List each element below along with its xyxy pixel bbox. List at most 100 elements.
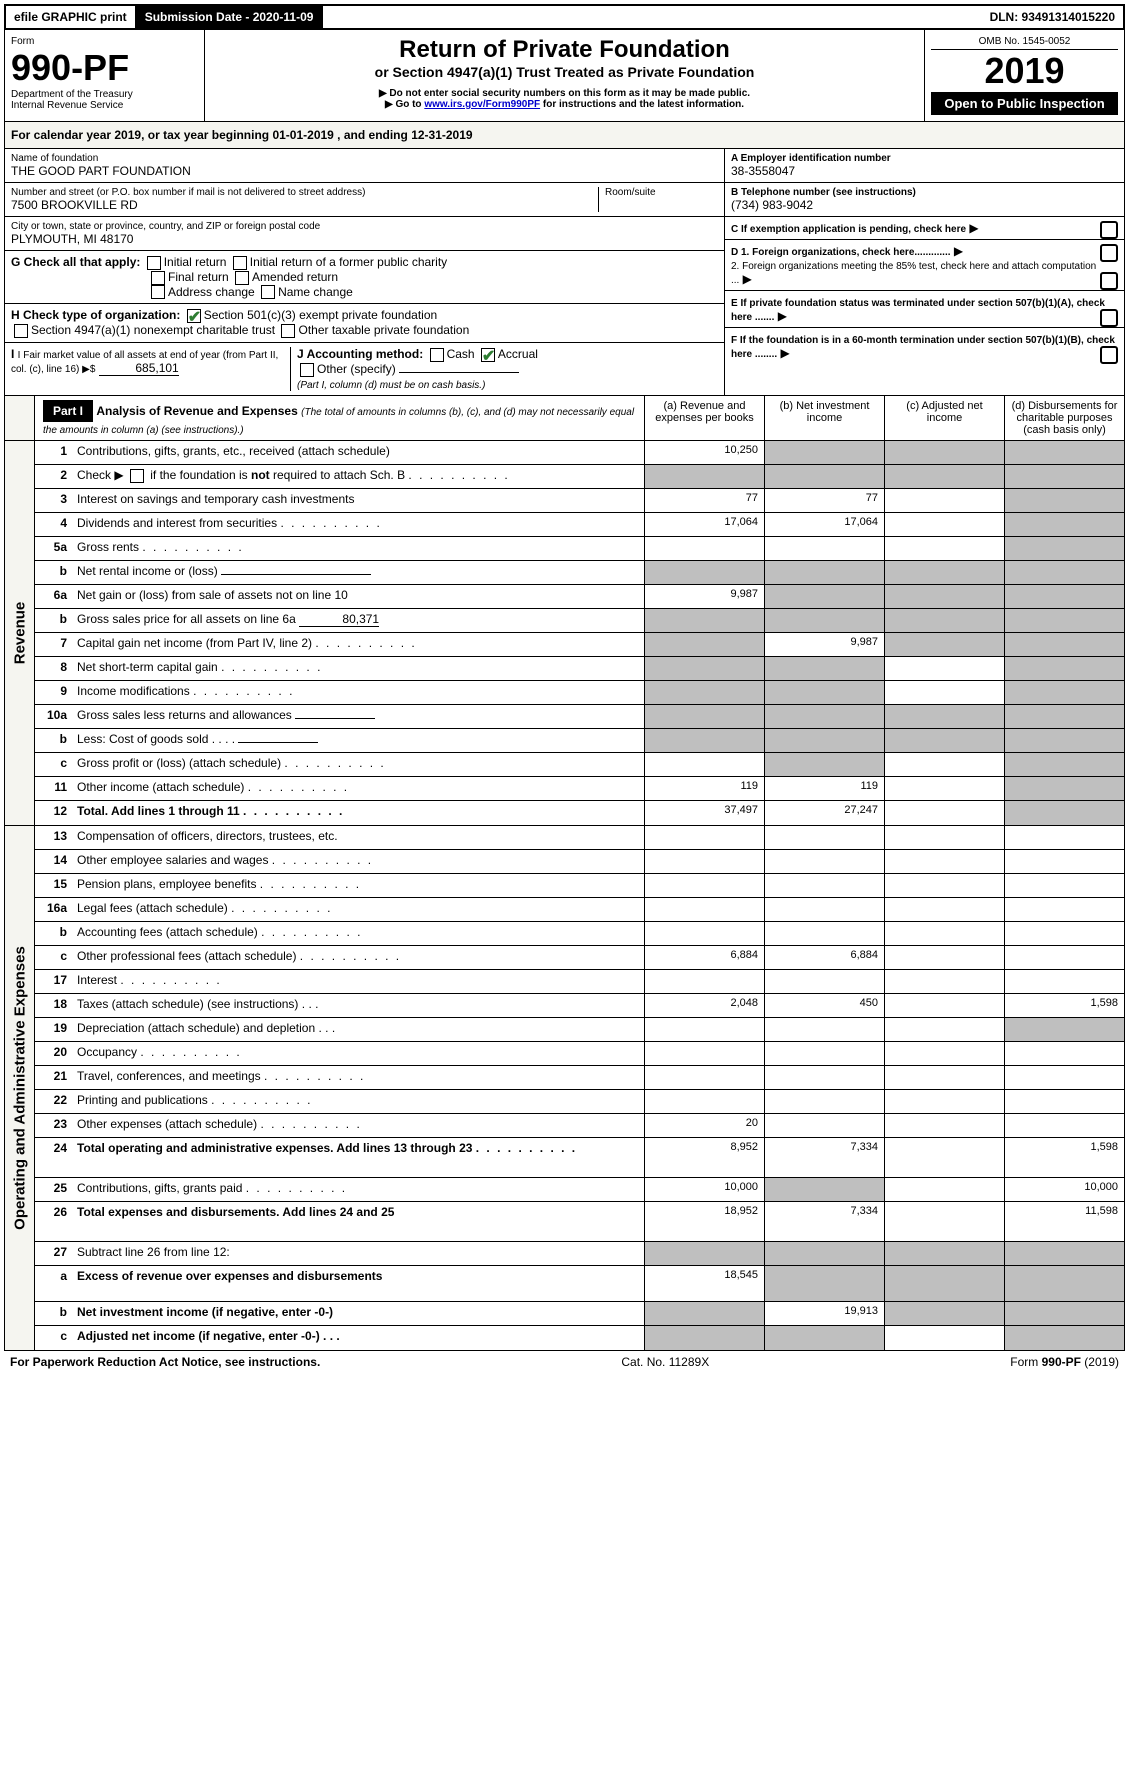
row-desc: Subtract line 26 from line 12: xyxy=(73,1242,644,1265)
other-taxable-checkbox[interactable] xyxy=(281,324,295,338)
row-num: 27 xyxy=(35,1242,73,1265)
accrual-checkbox[interactable] xyxy=(481,348,495,362)
4947-checkbox[interactable] xyxy=(14,324,28,338)
row-num: b xyxy=(35,1302,73,1325)
r7-text: Capital gain net income (from Part IV, l… xyxy=(77,636,312,650)
val-c xyxy=(884,1018,1004,1041)
row-num: 15 xyxy=(35,874,73,897)
final-return-checkbox[interactable] xyxy=(151,271,165,285)
val-a: 6,884 xyxy=(644,946,764,969)
revenue-side-label: Revenue xyxy=(5,441,35,825)
r5a-text: Gross rents xyxy=(77,540,139,554)
row-desc: Adjusted net income (if negative, enter … xyxy=(73,1326,644,1350)
val-a: 10,250 xyxy=(644,441,764,464)
revenue-section: Revenue 1Contributions, gifts, grants, e… xyxy=(4,441,1125,826)
cal-begin: 01-01-2019 xyxy=(272,128,333,142)
ein-cell: A Employer identification number 38-3558… xyxy=(725,149,1124,183)
form-number: 990-PF xyxy=(11,47,198,89)
form-link[interactable]: www.irs.gov/Form990PF xyxy=(424,99,540,110)
sch-b-checkbox[interactable] xyxy=(130,469,144,483)
val-a xyxy=(644,826,764,849)
val-a: 18,952 xyxy=(644,1202,764,1241)
row-desc: Occupancy xyxy=(73,1042,644,1065)
501c3-checkbox[interactable] xyxy=(187,309,201,323)
foundation-name: THE GOOD PART FOUNDATION xyxy=(11,164,718,178)
top-bar: efile GRAPHIC print Submission Date - 20… xyxy=(4,4,1125,30)
col-a-header: (a) Revenue and expenses per books xyxy=(644,396,764,440)
val-a: 2,048 xyxy=(644,994,764,1017)
val-d: 1,598 xyxy=(1004,1138,1124,1177)
r18-text: Taxes (attach schedule) (see instruction… xyxy=(77,997,298,1011)
warning-1: ▶ Do not enter social security numbers o… xyxy=(217,88,912,99)
e-checkbox[interactable] xyxy=(1100,309,1118,327)
val-a xyxy=(644,705,764,728)
row-desc: Total operating and administrative expen… xyxy=(73,1138,644,1177)
val-b xyxy=(764,1326,884,1350)
other-method-checkbox[interactable] xyxy=(300,363,314,377)
d1-checkbox[interactable] xyxy=(1100,244,1118,262)
row-desc: Contributions, gifts, grants, etc., rece… xyxy=(73,441,644,464)
initial-return-checkbox[interactable] xyxy=(147,256,161,270)
dept-treasury: Department of the Treasury xyxy=(11,89,198,100)
phone-cell: B Telephone number (see instructions) (7… xyxy=(725,183,1124,217)
g-opt-4: Address change xyxy=(168,285,255,299)
val-a xyxy=(644,609,764,632)
val-b xyxy=(764,657,884,680)
room-label: Room/suite xyxy=(605,187,718,198)
val-d xyxy=(1004,801,1124,825)
street-address: 7500 BROOKVILLE RD xyxy=(11,198,598,212)
val-c xyxy=(884,970,1004,993)
r8-text: Net short-term capital gain xyxy=(77,660,218,674)
val-c xyxy=(884,1242,1004,1265)
r10b-text: Less: Cost of goods sold xyxy=(77,732,208,746)
val-a xyxy=(644,874,764,897)
page-footer: For Paperwork Reduction Act Notice, see … xyxy=(4,1351,1125,1373)
val-a xyxy=(644,1242,764,1265)
val-b xyxy=(764,898,884,921)
val-b xyxy=(764,537,884,560)
efile-badge: efile GRAPHIC print xyxy=(6,6,137,28)
name-change-checkbox[interactable] xyxy=(261,285,275,299)
ein-value: 38-3558047 xyxy=(731,164,1118,178)
cal-mid: , and ending xyxy=(334,128,411,142)
val-a: 20 xyxy=(644,1114,764,1137)
val-c xyxy=(884,826,1004,849)
row-num: 18 xyxy=(35,994,73,1017)
expenses-rows: 13Compensation of officers, directors, t… xyxy=(35,826,1124,1350)
phone-label: B Telephone number (see instructions) xyxy=(731,187,1118,198)
val-b xyxy=(764,1114,884,1137)
val-a: 18,545 xyxy=(644,1266,764,1301)
val-b xyxy=(764,585,884,608)
f-checkbox[interactable] xyxy=(1100,346,1118,364)
val-d xyxy=(1004,874,1124,897)
part1-header-row: Part I Analysis of Revenue and Expenses … xyxy=(4,396,1125,441)
info-left: Name of foundation THE GOOD PART FOUNDAT… xyxy=(5,149,724,395)
form-subtitle: or Section 4947(a)(1) Trust Treated as P… xyxy=(217,64,912,80)
val-c xyxy=(884,1178,1004,1201)
r10a-text: Gross sales less returns and allowances xyxy=(77,708,292,722)
cash-checkbox[interactable] xyxy=(430,348,444,362)
irs-label: Internal Revenue Service xyxy=(11,100,198,111)
amended-checkbox[interactable] xyxy=(235,271,249,285)
val-a xyxy=(644,970,764,993)
val-c xyxy=(884,874,1004,897)
val-c xyxy=(884,441,1004,464)
g-label: G Check all that apply: xyxy=(11,255,140,269)
address-change-checkbox[interactable] xyxy=(151,285,165,299)
g-opt-2: Final return xyxy=(168,270,229,284)
info-section: Name of foundation THE GOOD PART FOUNDAT… xyxy=(4,149,1125,396)
val-b xyxy=(764,850,884,873)
val-d xyxy=(1004,826,1124,849)
val-d xyxy=(1004,1042,1124,1065)
d2-checkbox[interactable] xyxy=(1100,272,1118,290)
e-cell: E If private foundation status was termi… xyxy=(725,291,1124,328)
row-desc: Total. Add lines 1 through 11 xyxy=(73,801,644,825)
c-checkbox[interactable] xyxy=(1100,221,1118,239)
row-num: 7 xyxy=(35,633,73,656)
ein-label: A Employer identification number xyxy=(731,153,1118,164)
val-d xyxy=(1004,898,1124,921)
row-num: 1 xyxy=(35,441,73,464)
tax-year: 2019 xyxy=(931,50,1118,92)
initial-former-checkbox[interactable] xyxy=(233,256,247,270)
r6b-text: Gross sales price for all assets on line… xyxy=(77,612,296,626)
